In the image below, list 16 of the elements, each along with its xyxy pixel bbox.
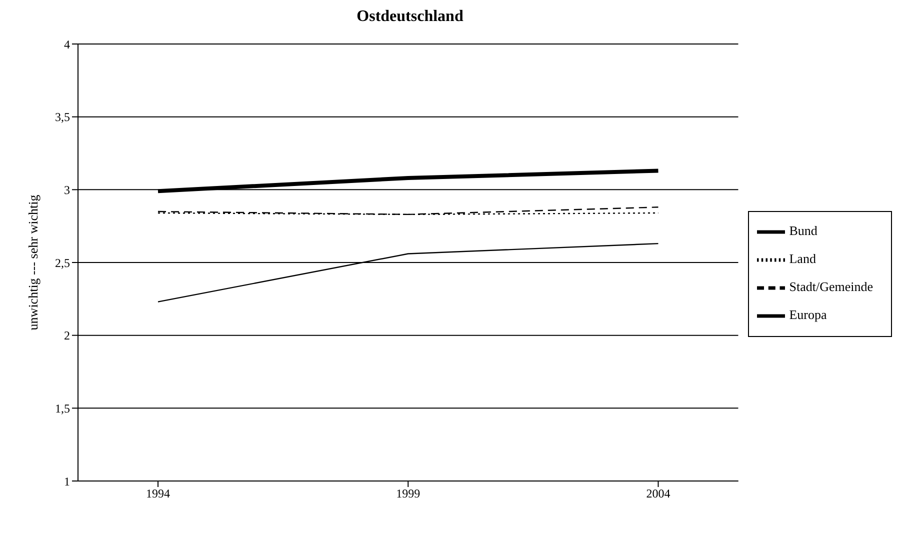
y-tick-label: 1 <box>64 474 70 488</box>
legend-label: Stadt/Gemeinde <box>789 278 873 294</box>
y-tick-label: 2,5 <box>55 256 70 270</box>
x-tick-label: 2004 <box>646 486 670 501</box>
legend-label: Bund <box>789 222 818 238</box>
y-axis-title: unwichtig --- sehr wichtig <box>26 194 41 330</box>
y-tick-label: 4 <box>64 37 70 52</box>
chart-title: Ostdeutschland <box>356 8 464 26</box>
y-tick-label: 3,5 <box>55 110 70 124</box>
x-tick-label: 1999 <box>396 486 420 501</box>
legend-label: Europa <box>789 306 827 322</box>
legend-label: Land <box>789 250 816 266</box>
y-tick-label: 1,5 <box>55 401 70 416</box>
x-tick-label: 1994 <box>146 486 170 501</box>
y-tick-label: 2 <box>64 328 70 343</box>
y-tick-label: 3 <box>64 182 70 197</box>
